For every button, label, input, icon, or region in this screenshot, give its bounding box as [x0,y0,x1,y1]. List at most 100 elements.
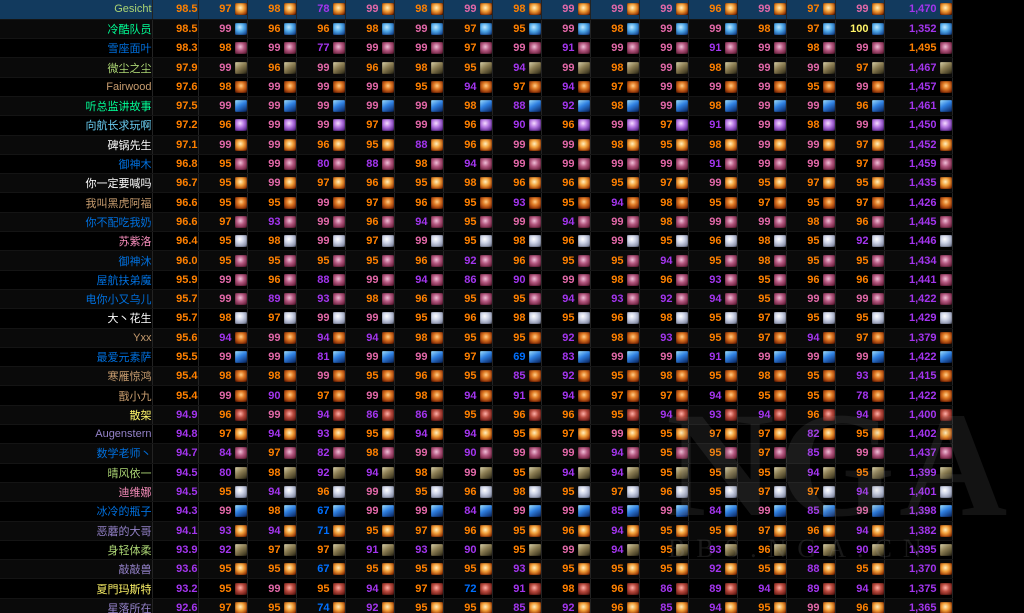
boss-parse-cell[interactable]: 95 [247,250,297,271]
boss-parse-cell[interactable]: 97 [443,19,493,40]
boss-parse-cell[interactable]: 95 [198,192,248,213]
boss-parse-cell[interactable]: 95 [492,424,542,445]
boss-parse-cell[interactable]: 98 [247,231,297,252]
boss-parse-cell[interactable]: 94 [247,424,297,445]
boss-parse-cell[interactable]: 97 [737,424,787,445]
boss-parse-cell[interactable]: 86 [639,578,689,599]
boss-parse-cell[interactable]: 97 [786,19,836,40]
boss-parse-cell[interactable]: 93 [296,424,346,445]
boss-parse-cell[interactable]: 98 [639,192,689,213]
boss-parse-cell[interactable]: 95 [737,598,787,613]
boss-parse-cell[interactable]: 90 [492,270,542,290]
boss-parse-cell[interactable]: 93 [688,540,738,561]
total-score-cell[interactable]: 1,495 [884,38,953,59]
table-row[interactable]: 屋航扶弟魔 95.9 99 96 88 99 94 86 90 99 98 96 93 95 96 96 1,4… [0,270,953,290]
boss-parse-cell[interactable]: 93 [639,328,689,348]
boss-parse-cell[interactable]: 97 [296,173,346,194]
boss-parse-cell[interactable]: 97 [345,231,395,252]
player-name[interactable]: 最爱元素萨 [0,347,153,368]
boss-parse-cell[interactable]: 97 [247,308,297,329]
boss-parse-cell[interactable]: 91 [688,347,738,368]
boss-parse-cell[interactable]: 94 [541,212,591,233]
player-name[interactable]: 我叫黑虎阿福 [0,192,153,213]
boss-parse-cell[interactable]: 98 [443,173,493,194]
total-score-cell[interactable]: 1,422 [884,289,953,310]
boss-parse-cell[interactable]: 98 [590,328,640,348]
boss-parse-cell[interactable]: 95 [443,328,493,348]
boss-parse-cell[interactable]: 90 [247,385,297,406]
boss-parse-cell[interactable]: 91 [492,578,542,599]
boss-parse-cell[interactable]: 94 [835,405,885,426]
boss-parse-cell[interactable]: 94 [394,212,444,233]
boss-parse-cell[interactable]: 99 [247,347,297,368]
boss-parse-cell[interactable]: 95 [737,385,787,406]
boss-parse-cell[interactable]: 95 [639,231,689,252]
total-score-cell[interactable]: 1,399 [884,463,953,483]
boss-parse-cell[interactable]: 99 [394,501,444,522]
table-row[interactable]: 敲敲兽 93.6 95 95 67 95 95 95 93 95 95 95 92 95 88 95 1,370 [0,559,953,580]
boss-parse-cell[interactable]: 94 [443,385,493,406]
boss-parse-cell[interactable]: 98 [737,366,787,387]
boss-parse-cell[interactable]: 96 [492,173,542,194]
boss-parse-cell[interactable]: 98 [247,463,297,483]
boss-parse-cell[interactable]: 95 [688,308,738,329]
boss-parse-cell[interactable]: 95 [541,482,591,503]
boss-parse-cell[interactable]: 95 [443,598,493,613]
boss-parse-cell[interactable]: 95 [394,482,444,503]
table-row[interactable]: 听总监讲故事 97.5 99 99 99 99 99 98 88 92 98 99 98 99 99 96 1,… [0,96,953,117]
boss-parse-cell[interactable]: 99 [835,289,885,310]
boss-parse-cell[interactable]: 84 [688,501,738,522]
boss-parse-cell[interactable]: 96 [786,270,836,290]
boss-parse-cell[interactable]: 96 [492,250,542,271]
boss-parse-cell[interactable]: 91 [688,38,738,59]
boss-parse-cell[interactable]: 95 [639,463,689,483]
boss-parse-cell[interactable]: 94 [639,405,689,426]
boss-parse-cell[interactable]: 99 [247,96,297,117]
boss-parse-cell[interactable]: 99 [541,19,591,40]
boss-parse-cell[interactable]: 97 [835,57,885,78]
boss-parse-cell[interactable]: 95 [786,250,836,271]
boss-parse-cell[interactable]: 94 [345,578,395,599]
boss-parse-cell[interactable]: 98 [590,19,640,40]
boss-parse-cell[interactable]: 98 [394,385,444,406]
boss-parse-cell[interactable]: 95 [590,366,640,387]
boss-parse-cell[interactable]: 99 [247,578,297,599]
boss-parse-cell[interactable]: 99 [345,385,395,406]
boss-parse-cell[interactable]: 95 [198,173,248,194]
boss-parse-cell[interactable]: 94 [639,250,689,271]
boss-parse-cell[interactable]: 99 [198,347,248,368]
boss-parse-cell[interactable]: 99 [394,115,444,136]
boss-parse-cell[interactable]: 94 [394,424,444,445]
boss-parse-cell[interactable]: 93 [198,521,248,541]
total-score-cell[interactable]: 1,415 [884,366,953,387]
boss-parse-cell[interactable]: 99 [247,115,297,136]
boss-parse-cell[interactable]: 91 [688,154,738,175]
total-score-cell[interactable]: 1,450 [884,115,953,136]
boss-parse-cell[interactable]: 94 [737,578,787,599]
boss-parse-cell[interactable]: 98 [394,0,444,20]
total-score-cell[interactable]: 1,461 [884,96,953,117]
boss-parse-cell[interactable]: 95 [541,250,591,271]
boss-parse-cell[interactable]: 94 [198,328,248,348]
boss-parse-cell[interactable]: 97 [443,38,493,59]
boss-parse-cell[interactable]: 98 [198,366,248,387]
boss-parse-cell[interactable]: 98 [345,19,395,40]
player-name[interactable]: Gesicht [0,0,153,20]
boss-parse-cell[interactable]: 97 [198,212,248,233]
boss-parse-cell[interactable]: 95 [590,559,640,580]
boss-parse-cell[interactable]: 96 [443,308,493,329]
boss-parse-cell[interactable]: 99 [394,231,444,252]
boss-parse-cell[interactable]: 94 [835,578,885,599]
boss-parse-cell[interactable]: 97 [835,192,885,213]
table-row[interactable]: 雪座面叶 98.3 98 99 77 99 99 97 99 91 99 99 91 99 98 99 1,49… [0,38,953,59]
player-name[interactable]: 敲敲兽 [0,559,153,580]
player-name[interactable]: Fairwood [0,77,153,97]
player-name[interactable]: 散架 [0,405,153,426]
boss-parse-cell[interactable]: 99 [590,212,640,233]
boss-parse-cell[interactable]: 99 [639,501,689,522]
boss-parse-cell[interactable]: 93 [492,192,542,213]
boss-parse-cell[interactable]: 97 [737,308,787,329]
boss-parse-cell[interactable]: 99 [786,154,836,175]
boss-parse-cell[interactable]: 94 [541,463,591,483]
player-name[interactable]: 你一定要喊吗 [0,173,153,194]
